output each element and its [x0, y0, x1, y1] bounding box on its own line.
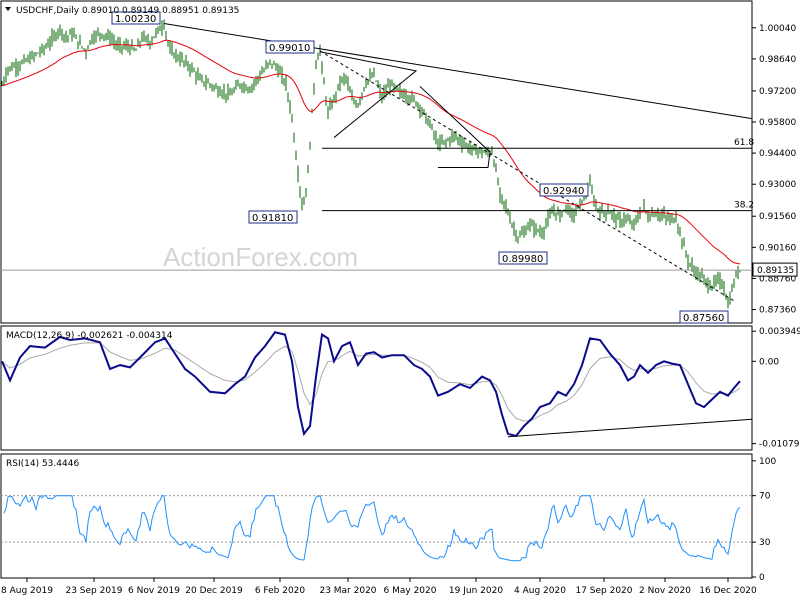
price-tick-label: 0.88760: [759, 274, 796, 284]
date-tick-label: 6 Nov 2019: [128, 586, 180, 596]
price-panel-title: USDCHF,Daily 0.89010 0.89149 0.88951 0.8…: [16, 6, 239, 16]
flag-pattern: [419, 86, 491, 169]
price-tick-label: 0.87360: [759, 306, 796, 316]
macd-tick-label: 0.003949: [759, 327, 800, 337]
annotation-box: [265, 40, 315, 54]
price-tick-label: 0.97200: [759, 87, 796, 97]
annotation-label: 0.99010: [269, 43, 310, 54]
macd-panel-title: MACD(12,26,9) -0.002621 -0.004314: [6, 331, 173, 341]
long-term-trendline: [163, 23, 753, 120]
fib-level-label: 38.2: [734, 201, 754, 211]
date-tick-label: 16 Dec 2020: [699, 586, 757, 596]
rsi-panel-title: RSI(14) 53.4446: [6, 459, 79, 469]
triangle-pattern: [319, 51, 418, 138]
date-tick-label: 23 Sep 2019: [65, 586, 122, 596]
annotation-box: [498, 251, 548, 265]
macd-tick-label: 0.00: [759, 357, 779, 367]
current-price-badge: [752, 262, 798, 277]
date-tick-label: 20 Dec 2019: [185, 586, 243, 596]
price-tick-label: 1.00040: [759, 24, 796, 34]
rsi-line: [3, 494, 741, 562]
date-tick-label: 6 Feb 2020: [255, 586, 306, 596]
macd-line: [1, 331, 741, 438]
annotation-box: [679, 310, 729, 324]
macd-panel-frame: [0, 325, 753, 451]
price-tick-label: 0.90160: [759, 243, 796, 253]
price-tick-label: 0.98640: [759, 55, 796, 65]
date-tick-label: 4 Aug 2020: [514, 586, 566, 596]
price-tick-label: 0.95800: [759, 118, 796, 128]
price-panel-frame: [0, 0, 753, 324]
date-tick-label: 8 Aug 2019: [1, 586, 53, 596]
annotation-label: 0.87560: [683, 313, 724, 324]
macd-layer: [1, 331, 753, 438]
macd-tick-label: -0.010793: [759, 440, 800, 450]
price-tick-label: 0.94400: [759, 149, 796, 159]
annotation-box: [248, 210, 298, 224]
annotation-label: 0.89980: [502, 254, 543, 265]
fib-level-label: 61.8: [734, 138, 754, 148]
macd-trendline: [507, 418, 753, 438]
date-tick-label: 19 Jun 2020: [449, 586, 503, 596]
rsi-tick-label: 70: [759, 492, 771, 502]
annotation-label: 1.00230: [115, 14, 156, 25]
moving-average-line: [1, 39, 741, 265]
annotation-label: 0.91810: [252, 213, 293, 224]
annotation-box: [539, 183, 589, 197]
dropdown-icon[interactable]: [5, 7, 11, 11]
dashed-channel-line: [319, 50, 737, 303]
annotation-box: [111, 11, 161, 25]
rsi-tick-label: 0: [759, 573, 765, 583]
current-price-label: 0.89135: [757, 266, 794, 276]
rsi-layer: [1, 494, 752, 562]
annotation-label: 0.92940: [543, 186, 584, 197]
watermark: ActionForex.com: [163, 242, 358, 272]
price-tick-label: 0.93000: [759, 180, 796, 190]
date-tick-label: 17 Sep 2020: [575, 586, 632, 596]
date-tick-label: 6 May 2020: [384, 586, 437, 596]
price-tick-label: 0.91560: [759, 212, 796, 222]
price-layer: 61.8 38.2 1.00230 0.99010 0.91810 0.92940 0.89…: [1, 11, 754, 324]
date-tick-label: 23 Mar 2020: [319, 586, 376, 596]
date-tick-label: 2 Nov 2020: [639, 586, 691, 596]
rsi-tick-label: 30: [759, 538, 771, 548]
rsi-tick-label: 100: [759, 457, 776, 467]
axis-layer: 1.00040 0.98640 0.97200 0.95800 0.94400 0.930…: [1, 24, 800, 596]
